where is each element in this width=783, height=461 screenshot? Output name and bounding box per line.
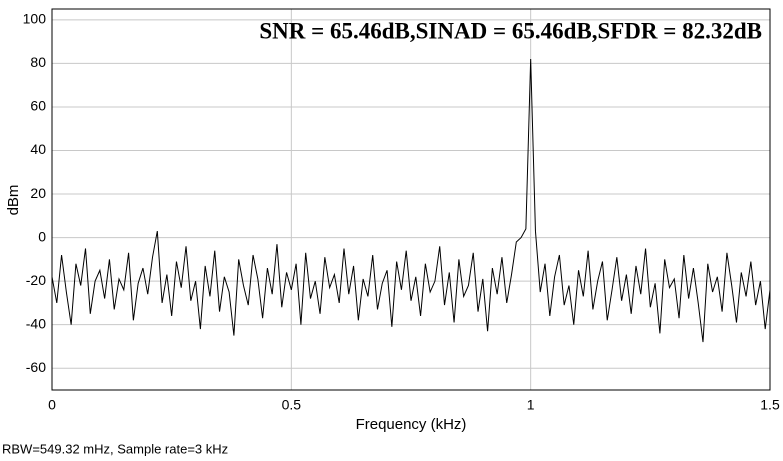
y-tick-label: 100 (23, 11, 47, 27)
y-tick-label: 60 (30, 98, 46, 114)
x-tick-label: 0 (48, 397, 56, 413)
y-tick-label: 0 (38, 228, 46, 244)
y-axis-label: dBm (5, 185, 22, 216)
plot-frame (51, 8, 771, 391)
x-axis-label: Frequency (kHz) (356, 416, 467, 433)
annotation: SNR = 65.46dB,SINAD = 65.46dB,SFDR = 82.… (259, 18, 762, 43)
x-tick-label: 0.5 (282, 397, 302, 413)
x-tick-label: 1 (527, 397, 535, 413)
y-tick-label: 20 (30, 185, 46, 201)
y-tick-label: -40 (26, 315, 46, 331)
y-tick-label: -20 (26, 272, 46, 288)
y-tick-label: -60 (26, 359, 46, 375)
footer: RBW=549.32 mHz, Sample rate=3 kHz (2, 441, 228, 456)
y-tick-label: 40 (30, 141, 46, 157)
spectrum-line (51, 59, 771, 343)
y-tick-label: 80 (30, 54, 46, 70)
x-tick-label: 1.5 (760, 397, 780, 413)
